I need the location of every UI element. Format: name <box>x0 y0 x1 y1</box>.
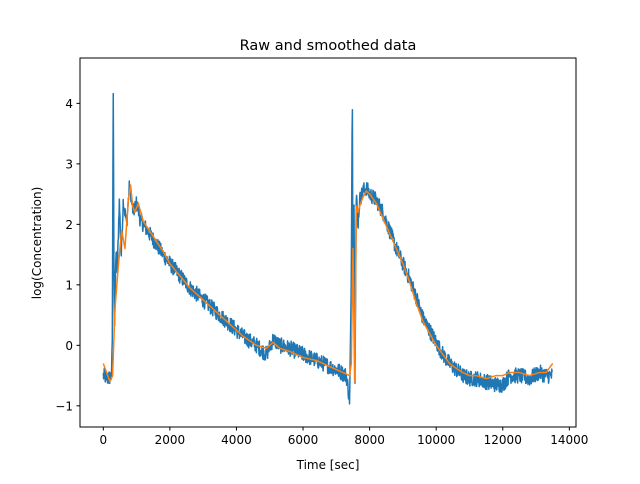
x-tick-label: 14000 <box>550 433 588 447</box>
y-tick-label: 3 <box>65 157 73 171</box>
y-tick-label: −1 <box>55 399 73 413</box>
y-tick-label: 4 <box>65 97 73 111</box>
x-tick-label: 2000 <box>155 433 186 447</box>
x-tick-label: 12000 <box>484 433 522 447</box>
x-tick-label: 6000 <box>288 433 319 447</box>
y-tick-label: 0 <box>65 339 73 353</box>
x-tick-label: 10000 <box>417 433 455 447</box>
series-line-0 <box>102 78 554 405</box>
x-axis-label: Time [sec] <box>296 458 360 472</box>
axis-layer: 0 2000 4000 6000 8000 10000 12000 14000 −1 0 1 2 3 4 <box>55 97 588 447</box>
y-axis-label: log(Concentration) <box>30 187 44 300</box>
series-line-1 <box>102 184 554 383</box>
x-tick-label: 8000 <box>354 433 385 447</box>
y-tick-label: 2 <box>65 218 73 232</box>
x-tick-label: 4000 <box>221 433 252 447</box>
y-tick-label: 1 <box>65 278 73 292</box>
series-layer <box>102 78 554 405</box>
x-tick-label: 0 <box>99 433 107 447</box>
chart-title: Raw and smoothed data <box>240 38 417 54</box>
plot-frame <box>79 57 577 428</box>
